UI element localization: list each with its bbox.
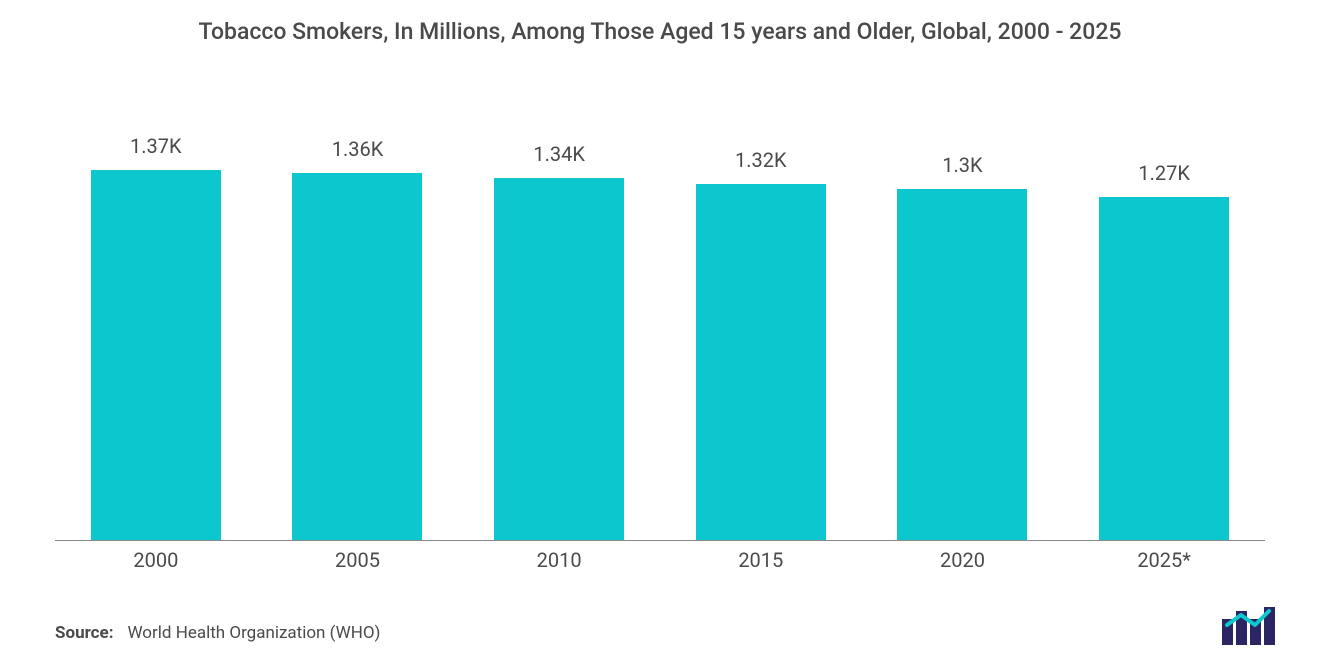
bar [494,178,624,540]
bars-row: 1.37K 1.36K 1.34K 1.32K 1.3K 1.27K [55,110,1265,540]
mordor-logo-icon [1220,605,1285,647]
bar-group: 1.27K [1089,110,1239,540]
source-text: World Health Organization (WHO) [127,623,380,643]
bar-value-label: 1.3K [942,153,982,177]
bar-value-label: 1.37K [130,134,182,158]
bar-group: 1.3K [887,110,1037,540]
chart-container: Tobacco Smokers, In Millions, Among Thos… [0,0,1320,665]
bar-value-label: 1.32K [735,148,787,172]
x-axis-label: 2015 [686,548,836,572]
bar [292,173,422,540]
x-axis-label: 2005 [282,548,432,572]
bar-group: 1.36K [282,110,432,540]
chart-title: Tobacco Smokers, In Millions, Among Thos… [0,18,1320,45]
chart-plot-area: 1.37K 1.36K 1.34K 1.32K 1.3K 1.27K [55,110,1265,541]
bar [897,189,1027,540]
bar-value-label: 1.36K [332,137,384,161]
x-axis-labels: 2000 2005 2010 2015 2020 2025* [55,548,1265,572]
bar-value-label: 1.27K [1138,161,1190,185]
bar-group: 1.37K [81,110,231,540]
bar [696,184,826,540]
x-axis-label: 2020 [887,548,1037,572]
bar [1099,197,1229,540]
x-axis-label: 2025* [1089,548,1239,572]
brand-logo [1220,605,1285,647]
source-label: Source: [55,623,113,643]
bar-value-label: 1.34K [533,142,585,166]
x-axis-label: 2010 [484,548,634,572]
x-axis-label: 2000 [81,548,231,572]
bar [91,170,221,540]
bar-group: 1.34K [484,110,634,540]
source-row: Source: World Health Organization (WHO) [55,623,380,643]
bar-group: 1.32K [686,110,836,540]
